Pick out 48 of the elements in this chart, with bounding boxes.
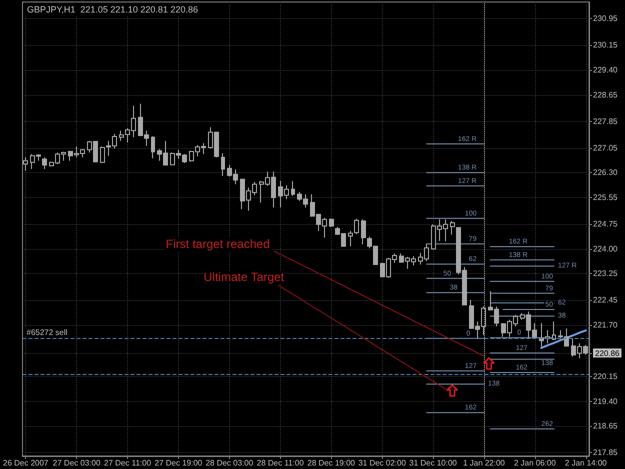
candlestick xyxy=(151,136,155,159)
y-tick-label: 221.70 xyxy=(593,320,618,330)
y-tick-label: 230.15 xyxy=(593,40,618,50)
candlestick xyxy=(552,320,556,341)
candlestick xyxy=(361,218,366,245)
y-tick-label: 227.85 xyxy=(593,116,618,126)
x-tick-label: 2 Jan 06:00 xyxy=(514,458,556,468)
candlestick xyxy=(291,180,295,196)
y-tick-label: 220.15 xyxy=(593,372,618,381)
annotation: First target reached xyxy=(164,237,271,251)
ref-line-label: #65272 sell xyxy=(26,328,68,337)
y-tick-label: 225.55 xyxy=(593,193,618,202)
candlestick xyxy=(23,156,28,172)
x-tick-label: 28 Dec 11:00 xyxy=(256,458,304,468)
y-tick-label: 224.00 xyxy=(593,244,618,254)
x-tick-label: 27 Dec 19:00 xyxy=(154,458,203,468)
x-tick-label: 28 Dec 03:00 xyxy=(206,458,254,468)
y-tick-label: 227.05 xyxy=(593,143,618,152)
y-tick-label: 229.40 xyxy=(593,65,618,74)
chart-title: GBPJPY,H1 221.05 221.10 220.81 220.86 xyxy=(27,4,198,14)
y-tick-label: 219.40 xyxy=(593,396,618,406)
x-tick-label: 31 Dec 02:00 xyxy=(358,458,406,468)
line-series xyxy=(540,329,587,349)
x-tick-label: 27 Dec 11:00 xyxy=(104,458,152,468)
candlestick xyxy=(354,218,359,235)
x-tick-label: 31 Dec 10:00 xyxy=(409,458,458,468)
x-tick-label: 28 Dec 19:00 xyxy=(307,458,356,468)
x-tick-label: 27 Dec 03:00 xyxy=(52,458,101,468)
candlestick xyxy=(42,156,47,170)
y-tick-label: 217.85 xyxy=(593,448,618,458)
candlestick xyxy=(450,220,455,236)
x-tick-label: 26 Dec 2007 xyxy=(2,458,49,468)
candlestick xyxy=(545,330,550,344)
candlestick xyxy=(539,322,544,348)
y-tick-label: 222.45 xyxy=(593,296,618,305)
y-tick-label: 228.65 xyxy=(593,90,618,100)
candlestick xyxy=(348,230,353,247)
y-tick-label: 220.86 xyxy=(595,348,620,358)
y-tick-label: 230.95 xyxy=(593,14,618,24)
annotation: Ultimate Target xyxy=(202,270,286,284)
x-tick-label: 2 Jan 14:00 xyxy=(564,458,608,468)
x-tick-label: 1 Jan 22:00 xyxy=(463,458,506,468)
y-tick-label: 223.25 xyxy=(593,269,618,278)
candlestick xyxy=(221,152,225,176)
y-tick-label: 218.65 xyxy=(593,422,618,431)
candlestick xyxy=(329,218,334,228)
y-tick-label: 226.30 xyxy=(593,168,618,178)
y-tick-label: 224.75 xyxy=(593,220,618,229)
